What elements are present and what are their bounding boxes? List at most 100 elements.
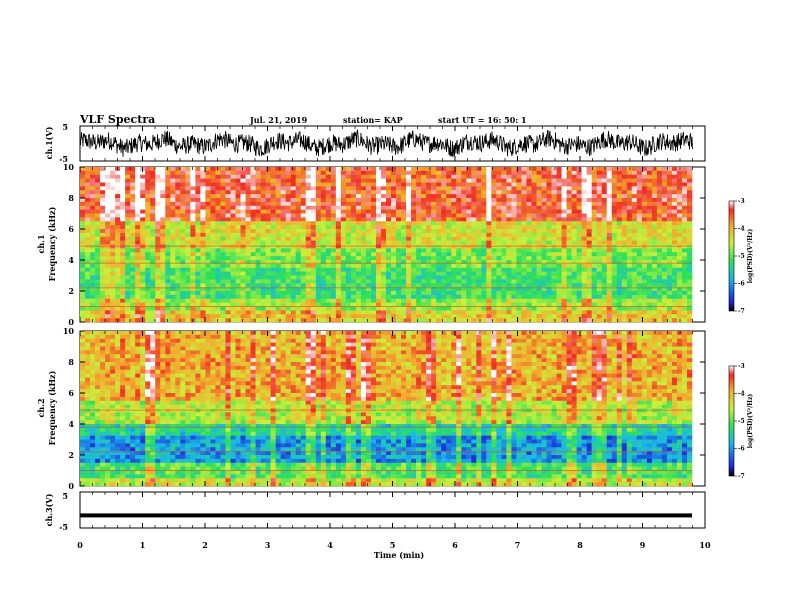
ch1-spectrogram-cell <box>481 170 487 176</box>
ch1-spectrogram-cell <box>666 252 673 257</box>
ch1-spectrogram-cell <box>255 174 261 179</box>
ch1-spectrogram-cell <box>110 302 116 307</box>
ch1-spectrogram-cell <box>205 267 211 272</box>
ch1-spectrogram-cell <box>320 170 327 176</box>
ch1-spectrogram-cell <box>431 217 437 222</box>
ch1-spectrogram-cell <box>320 217 327 222</box>
ch1-spectrogram-cell <box>355 291 362 296</box>
ch1-spectrogram-cell <box>401 287 407 292</box>
ch1-spectrogram-cell <box>160 267 166 272</box>
ch1-spectrogram-cell <box>315 236 322 241</box>
ch1-spectrogram-cell <box>355 244 362 249</box>
ch1-spectrogram-cell <box>95 267 101 272</box>
ch1-spectrogram-cell <box>130 271 136 276</box>
ch1-spectrogram-cell <box>436 306 442 311</box>
ch1-spectrogram-cell <box>656 306 663 311</box>
ch1-spectrogram-cell <box>386 182 392 187</box>
ch1-spectrogram-cell <box>90 314 96 319</box>
ch1-spectrogram-cell <box>451 294 457 300</box>
ch1-spectrogram-cell <box>521 225 527 230</box>
ch1-spectrogram-cell <box>175 194 181 199</box>
ch1-spectrogram-cell <box>155 318 161 323</box>
ch1-spectrogram-cell <box>436 298 442 303</box>
ch1-spectrogram-cell <box>140 256 146 261</box>
ch1-spectrogram-cell <box>270 248 276 253</box>
ch1-spectrogram-cell <box>511 244 517 249</box>
ch1-spec-ytick-label: 8 <box>68 193 74 203</box>
ch1-spectrogram-cell <box>125 232 131 238</box>
ch1-spectrogram-cell <box>671 244 678 249</box>
ch1-spectrogram-cell <box>255 186 261 191</box>
ch1-spectrogram-cell <box>255 271 261 276</box>
ch1-spectrogram-cell <box>536 201 542 207</box>
ch1-spectrogram-cell <box>345 298 352 303</box>
ch1-spectrogram-cell <box>370 205 377 210</box>
ch1-spectrogram-cell <box>556 178 562 183</box>
ch1-spectrogram-cell <box>526 252 532 257</box>
ch1-spectrogram-cell <box>396 256 402 261</box>
ch1-spectrogram-cell <box>641 232 648 238</box>
ch1-spectrogram-cell <box>526 209 532 214</box>
ch1-spectrogram-cell <box>255 194 261 199</box>
ch1-spectrogram-cell <box>125 236 131 241</box>
ch1-spectrogram-cell <box>255 318 261 323</box>
ch1-spectrogram-cell <box>556 205 562 210</box>
ch1-spectrogram-cell <box>626 291 633 296</box>
ch1-spectrogram-cell <box>240 314 246 319</box>
ch1-spectrogram-cell <box>170 194 176 199</box>
ch1-spectrogram-cell <box>416 182 422 187</box>
ch1-spectrogram-cell <box>110 267 116 272</box>
ch1-spectrogram-cell <box>551 182 557 187</box>
ch1-spectrogram-cell <box>315 318 322 323</box>
ch1-spectrogram-cell <box>350 310 357 315</box>
ch1-spectrogram-cell <box>90 283 96 288</box>
ch1-spectrogram-cell <box>586 229 592 234</box>
ch2-spectrogram-cell <box>345 331 352 336</box>
ch1-spectrogram-cell <box>345 314 352 319</box>
ch1-spectrogram-cell <box>305 283 312 288</box>
ch1-spectrogram-cell <box>315 217 322 222</box>
ch1-spectrogram-cell <box>556 232 562 238</box>
ch1-spectrogram-cell <box>591 271 597 276</box>
ch1-spectrogram-cell <box>471 232 477 238</box>
ch1-spectrogram-cell <box>155 221 161 226</box>
ch1-spectrogram-cell <box>320 306 327 311</box>
ch1-spectrogram-cell <box>506 287 512 292</box>
ch1-spectrogram-cell <box>561 306 567 311</box>
ch1-spectrogram-cell <box>416 248 422 253</box>
ch1-spectrogram-cell <box>651 283 658 288</box>
ch1-spectrogram-cell <box>561 209 567 214</box>
ch1-spectrogram-cell <box>571 294 577 300</box>
ch1-spectrogram-cell <box>571 271 577 276</box>
ch1-spectrogram-cell <box>686 170 693 176</box>
ch1-spectrogram-cell <box>681 217 688 222</box>
ch1-spectrogram-cell <box>456 291 462 296</box>
ch1-spectrogram-cell <box>120 170 126 176</box>
ch1-spectrogram-cell <box>596 190 603 195</box>
ch1-spectrogram-cell <box>431 252 437 257</box>
ch1-spectrogram-cell <box>396 240 402 245</box>
ch1-spectrogram-cell <box>496 252 502 257</box>
ch1-spectrogram-cell <box>611 232 618 238</box>
ch1-spectrogram-cell <box>596 178 603 183</box>
ch1-spectrogram-cell <box>556 201 562 207</box>
ch1-spectrogram-cell <box>436 194 442 199</box>
ch1-spectrogram-cell <box>501 232 507 238</box>
ch1-spectrogram-cell <box>160 201 166 207</box>
ch1-spectrogram-cell <box>355 190 362 195</box>
ch1-spectrogram-cell <box>526 217 532 222</box>
ch1-spectrogram-cell <box>386 201 392 207</box>
ch1-spectrogram-cell <box>230 194 236 199</box>
ch1-spectrogram-cell <box>606 167 613 172</box>
ch1-spectrogram-cell <box>396 229 402 234</box>
ch1-spectrogram-cell <box>666 201 673 207</box>
ch1-spectrogram-cell <box>426 298 432 303</box>
ch1-spectrogram-cell <box>205 217 211 222</box>
ch1-spectrogram-cell <box>365 318 372 323</box>
ch1-spectrogram-cell <box>491 174 497 179</box>
ch1-spectrogram-cell <box>90 267 96 272</box>
ch1-spectrogram-cell <box>80 232 86 238</box>
ch1-spectrogram-cell <box>421 182 427 187</box>
ch1-spectrogram-cell <box>320 248 327 253</box>
ch1-spectrogram-cell <box>651 209 658 214</box>
